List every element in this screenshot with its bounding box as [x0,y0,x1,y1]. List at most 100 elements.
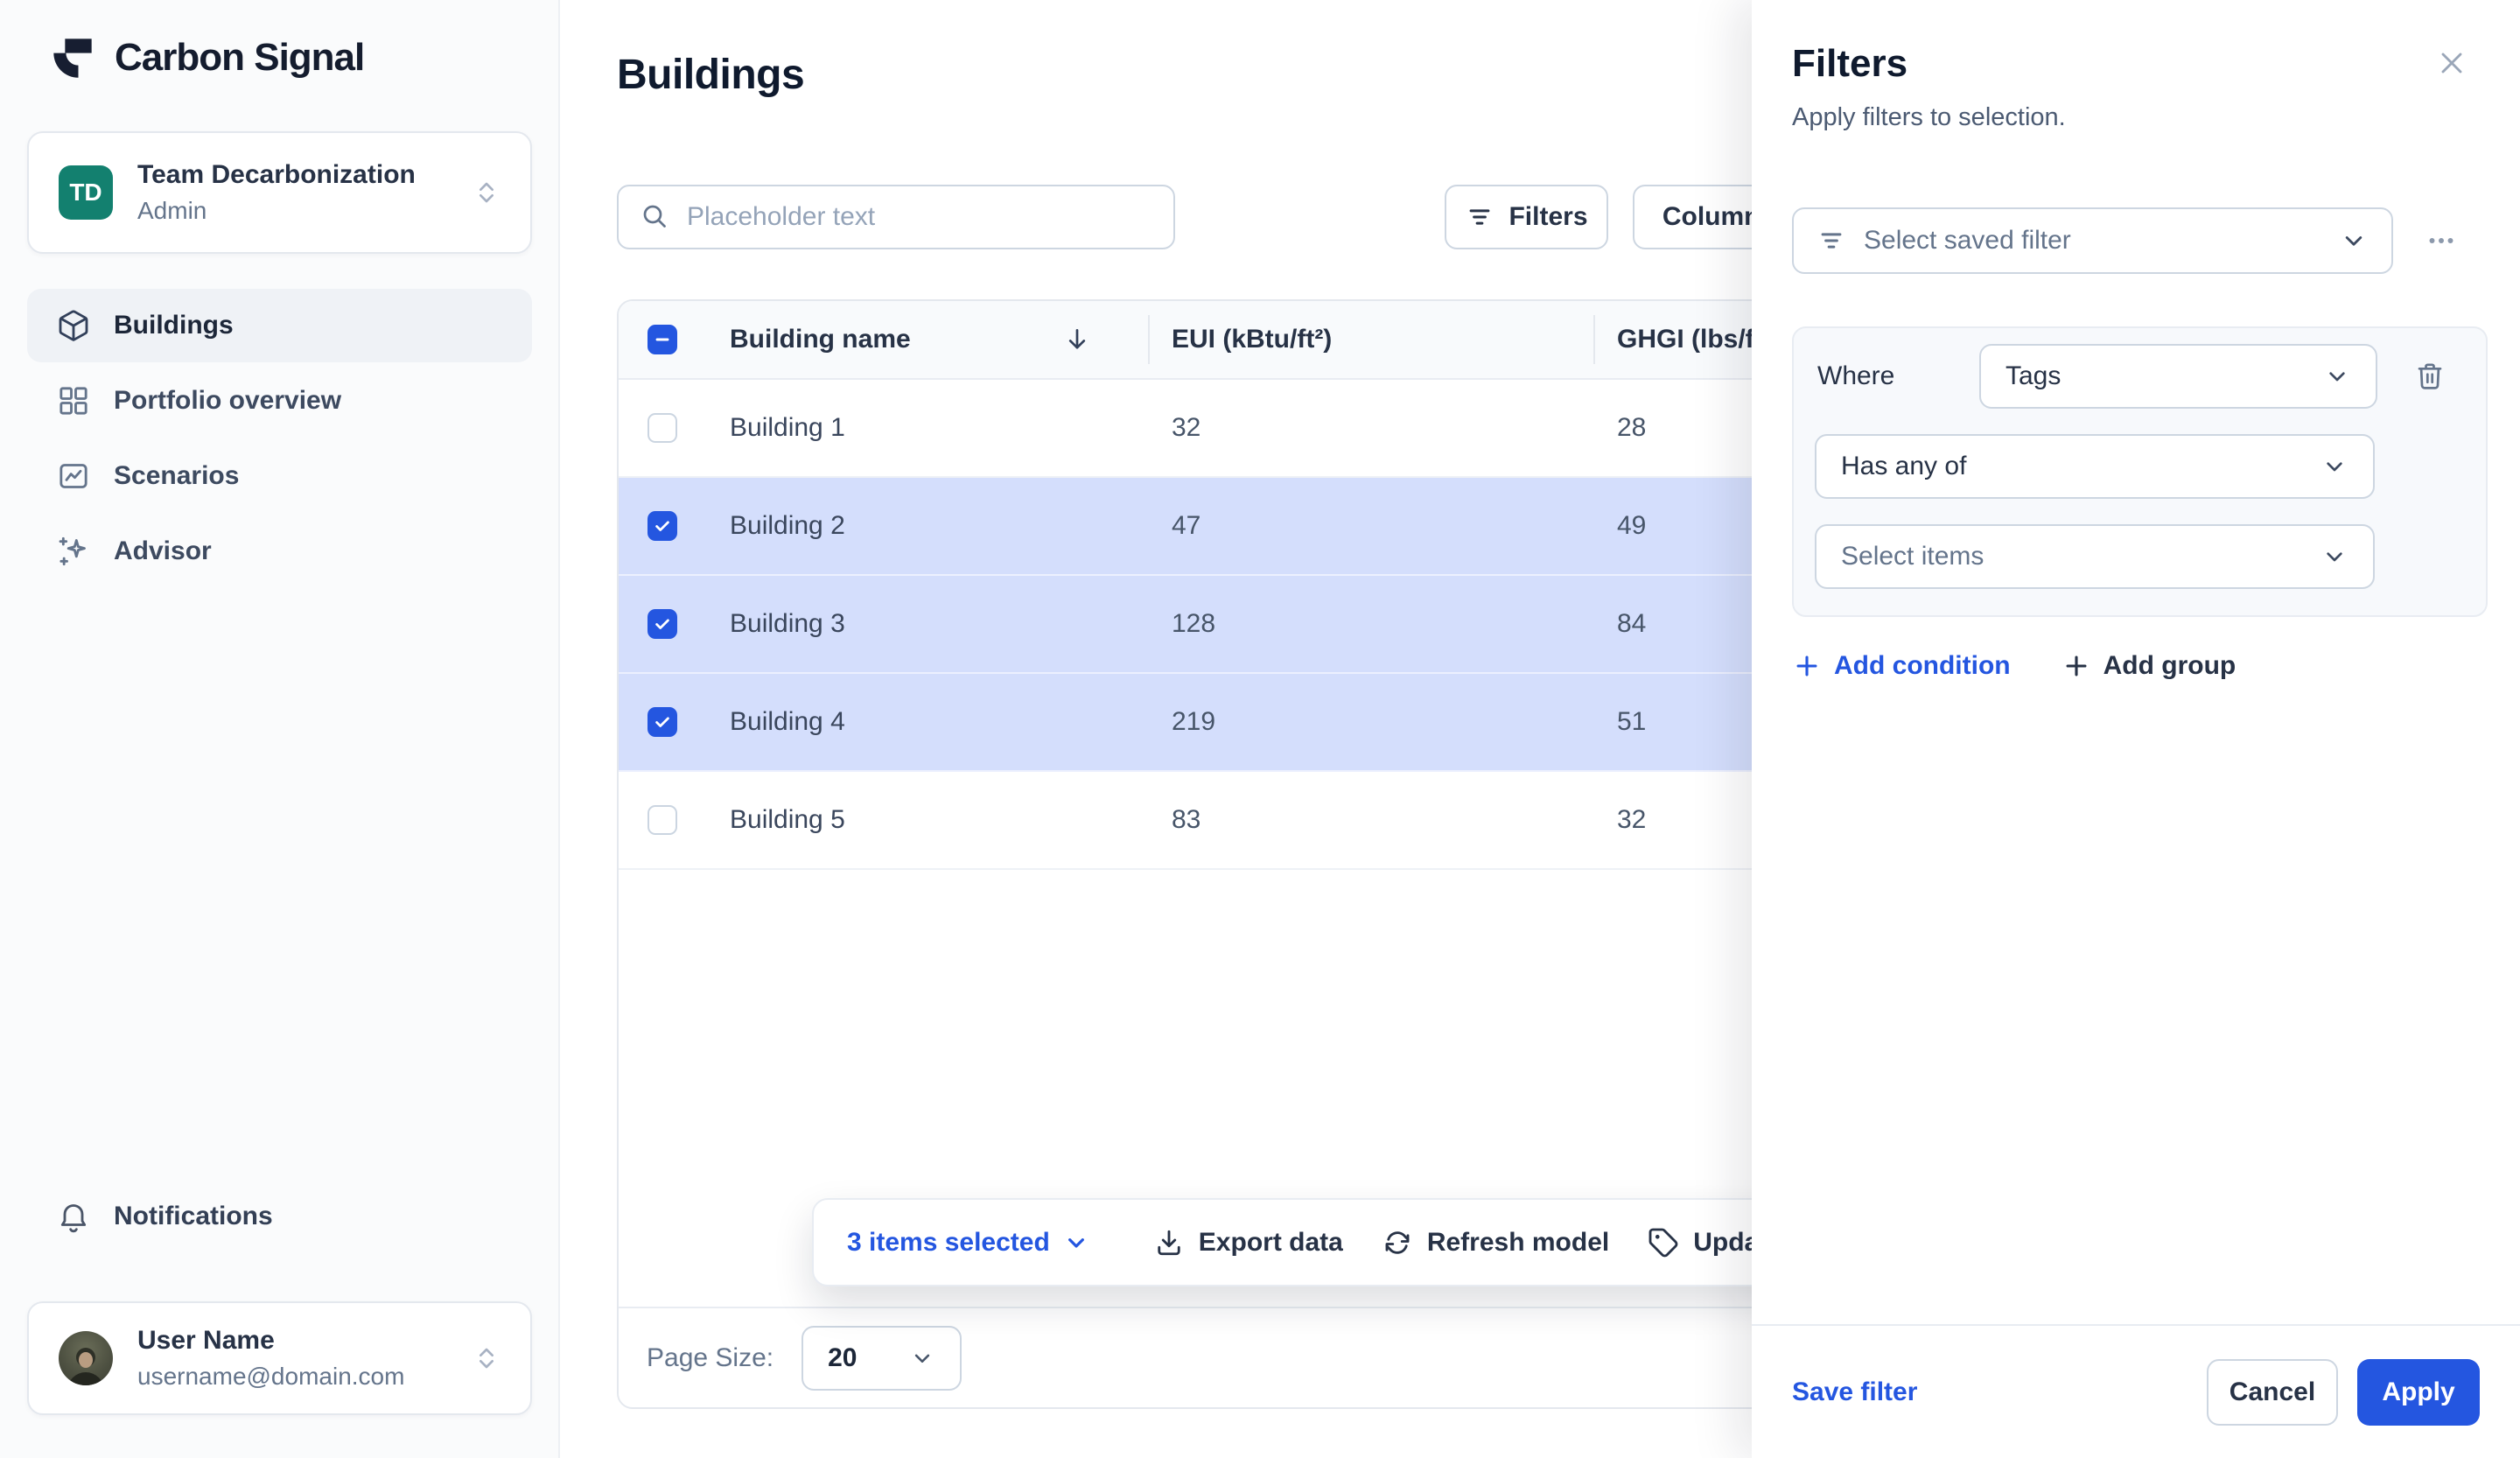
chevrons-up-down-icon [472,179,500,207]
row-checkbox[interactable] [648,609,677,639]
sort-arrow-down-icon[interactable] [1062,325,1092,354]
trash-icon[interactable] [2414,361,2446,392]
filter-lines-icon [1465,202,1494,232]
team-role: Admin [137,197,207,224]
cube-icon [56,308,91,343]
cell-ghgi: 28 [1617,413,1647,442]
sidebar-item-label: Portfolio overview [114,386,342,415]
chevron-down-icon [2323,362,2351,390]
bell-icon [56,1199,91,1234]
add-condition-label: Add condition [1834,651,2011,680]
cell-eui: 83 [1172,805,1201,834]
tag-icon [1648,1227,1679,1258]
table-row[interactable]: Building 4 219 51 [619,674,1928,772]
plus-icon [1792,651,1822,681]
close-icon[interactable] [2434,46,2469,81]
saved-filter-select[interactable]: Select saved filter [1792,207,2393,274]
table-row[interactable]: Building 1 32 28 [619,380,1928,478]
where-label: Where [1817,361,1895,390]
cell-eui: 32 [1172,413,1201,442]
column-divider [1148,315,1150,364]
column-header-eui[interactable]: EUI (kBtu/ft²) [1172,325,1333,354]
row-checkbox[interactable] [648,413,677,443]
cell-ghgi: 32 [1617,805,1647,834]
table-row[interactable]: Building 2 47 49 [619,478,1928,576]
cell-ghgi: 49 [1617,511,1647,540]
cell-building-name: Building 4 [730,707,845,736]
check-icon [655,717,669,727]
page-size-label: Page Size: [647,1342,774,1372]
refresh-model-button[interactable]: Refresh model [1382,1227,1609,1258]
notifications-button[interactable]: Notifications [56,1199,273,1234]
team-name: Team Decarbonization [137,160,416,189]
saved-filter-placeholder: Select saved filter [1864,226,2071,255]
saved-filter-row: Select saved filter [1792,207,2520,274]
table-row[interactable]: Building 3 128 84 [619,576,1928,674]
ellipsis-menu-icon[interactable] [2423,222,2460,259]
cell-ghgi: 51 [1617,707,1647,736]
column-header-building-name[interactable]: Building name [730,325,911,354]
filters-button[interactable]: Filters [1445,185,1608,249]
user-email: username@domain.com [137,1363,405,1390]
brand-name: Carbon Signal [115,36,365,79]
sidebar-item-buildings[interactable]: Buildings [27,289,532,362]
add-group-button[interactable]: Add group [2062,651,2236,681]
condition-field-select[interactable]: Tags [1979,344,2377,409]
table-row[interactable]: Building 5 83 32 [619,772,1928,870]
sparkles-icon [56,534,91,569]
search-icon [640,201,671,233]
team-avatar: TD [59,165,113,220]
sidebar-item-advisor[interactable]: Advisor [27,515,532,588]
brand-logo: Carbon Signal [50,35,365,81]
grid-icon [56,383,91,418]
filters-panel: Filters Apply filters to selection. Sele… [1752,0,2520,1458]
brand-mark-icon [50,35,95,81]
add-condition-button[interactable]: Add condition [1792,651,2011,681]
search-input-wrapper [617,185,1175,249]
avatar [59,1331,113,1385]
table-header-row: Building name EUI (kBtu/ft²) GHGI (lbs/f… [619,301,1928,380]
filters-panel-footer: Save filter Cancel Apply [1752,1324,2520,1458]
cell-eui: 47 [1172,511,1201,540]
save-filter-button[interactable]: Save filter [1792,1377,1918,1406]
condition-operator-value: Has any of [1841,452,1967,480]
chevrons-up-down-icon [472,1344,500,1372]
row-checkbox[interactable] [648,707,677,737]
sidebar-nav: Buildings Portfolio overview Scenarios A… [27,289,532,588]
selection-toolbar: 3 items selected Export data Refresh mod… [812,1198,1810,1286]
apply-button[interactable]: Apply [2357,1358,2480,1426]
cell-eui: 128 [1172,609,1216,638]
column-divider [1593,315,1595,364]
row-checkbox[interactable] [648,511,677,541]
cell-building-name: Building 2 [730,511,845,540]
cancel-button[interactable]: Cancel [2207,1358,2338,1426]
selected-count-dropdown[interactable]: 3 items selected [847,1228,1090,1258]
sidebar-item-label: Buildings [114,311,234,340]
refresh-model-label: Refresh model [1426,1227,1610,1257]
condition-operator-select[interactable]: Has any of [1815,434,2375,499]
team-switcher[interactable]: TD Team Decarbonization Admin [27,131,532,254]
page-title: Buildings [617,52,805,98]
select-all-checkbox[interactable] [648,325,677,354]
row-checkbox[interactable] [648,805,677,835]
user-menu[interactable]: User Name username@domain.com [27,1301,532,1415]
sidebar-item-label: Advisor [114,536,212,565]
cell-building-name: Building 1 [730,413,845,442]
filters-panel-subtitle: Apply filters to selection. [1792,103,2066,131]
page-size-select[interactable]: 20 [802,1325,962,1391]
sidebar-item-label: Scenarios [114,461,240,490]
user-name: User Name [137,1326,275,1355]
chevron-down-icon [2320,452,2348,480]
sidebar-item-portfolio-overview[interactable]: Portfolio overview [27,364,532,438]
table-footer: Page Size: 20 [619,1307,1928,1407]
filter-lines-icon [1816,226,1846,256]
export-data-label: Export data [1198,1227,1343,1257]
add-group-label: Add group [2103,651,2236,680]
search-input[interactable] [687,202,1152,232]
notifications-label: Notifications [114,1202,273,1230]
condition-values-select[interactable]: Select items [1815,524,2375,589]
sidebar-item-scenarios[interactable]: Scenarios [27,439,532,513]
export-data-button[interactable]: Export data [1153,1227,1343,1258]
condition-field-value: Tags [2006,361,2062,390]
download-icon [1153,1227,1185,1258]
